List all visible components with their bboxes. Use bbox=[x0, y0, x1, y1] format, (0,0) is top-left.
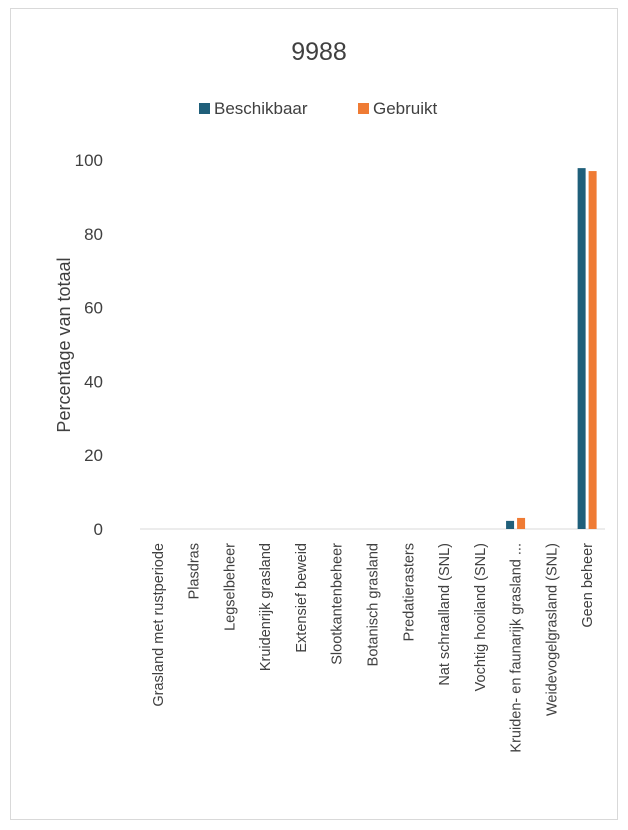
category-label: Grasland met rustperiode bbox=[151, 543, 167, 707]
y-axis-label: Percentage van totaal bbox=[54, 257, 74, 432]
category-label: Vochtig hooiland (SNL) bbox=[473, 543, 489, 691]
legend-label-beschikbaar: Beschikbaar bbox=[214, 99, 308, 118]
category-label: Legselbeheer bbox=[222, 543, 238, 631]
bar-beschikbaar-10 bbox=[506, 520, 515, 529]
y-tick-label: 20 bbox=[84, 446, 103, 465]
y-tick-label: 60 bbox=[84, 299, 103, 318]
legend-label-gebruikt: Gebruikt bbox=[373, 99, 438, 118]
category-label: Extensief beweid bbox=[294, 543, 310, 653]
bar-gebruikt-10 bbox=[517, 517, 526, 529]
y-tick-label: 100 bbox=[75, 151, 103, 170]
bars bbox=[506, 168, 597, 530]
y-tick-label: 0 bbox=[94, 520, 103, 539]
legend-swatch-gebruikt bbox=[358, 103, 369, 114]
category-label: Kruiden- en faunarijk grasland ... bbox=[509, 543, 525, 753]
y-ticks: 0 20 40 60 80 100 bbox=[75, 151, 103, 539]
category-label: Predatierasters bbox=[401, 543, 417, 641]
category-label: Geen beheer bbox=[580, 543, 596, 628]
category-label: Nat schraalland (SNL) bbox=[437, 543, 453, 686]
chart-title: 9988 bbox=[291, 38, 347, 66]
category-label: Kruidenrijk grasland bbox=[258, 543, 274, 671]
category-label: Botanisch grasland bbox=[366, 543, 382, 666]
category-label: Plasdras bbox=[187, 543, 203, 599]
legend: Beschikbaar Gebruikt bbox=[199, 99, 438, 118]
chart-frame bbox=[10, 8, 618, 820]
y-tick-label: 80 bbox=[84, 225, 103, 244]
legend-swatch-beschikbaar bbox=[199, 103, 210, 114]
category-label: Weidevogelgrasland (SNL) bbox=[544, 543, 560, 716]
y-tick-label: 40 bbox=[84, 372, 103, 391]
category-labels: Grasland met rustperiode Plasdras Legselbe… bbox=[151, 543, 596, 753]
bar-beschikbaar-12 bbox=[577, 168, 586, 530]
category-label: Slootkantenbeheer bbox=[330, 543, 346, 665]
bar-gebruikt-12 bbox=[588, 171, 597, 529]
